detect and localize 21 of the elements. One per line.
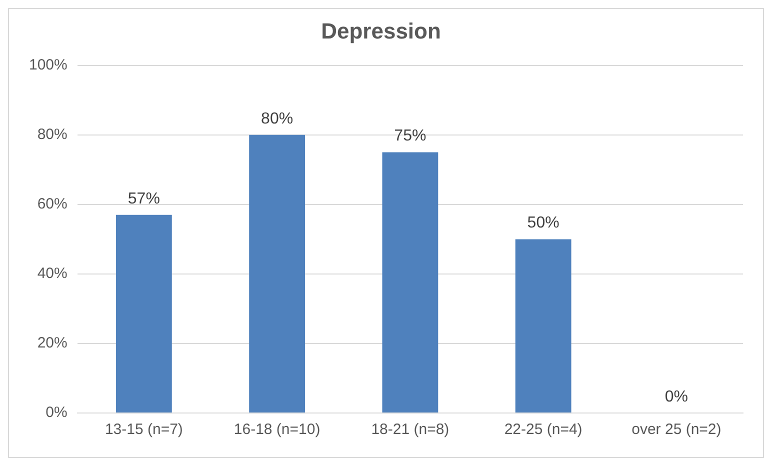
data-label: 75% [394,128,426,145]
bar [249,134,306,412]
y-tick-label: 40% [37,265,68,282]
x-tick-label: 22-25 (n=4) [504,421,582,438]
y-tick-label: 60% [37,196,68,213]
y-tick-label: 80% [37,126,68,144]
chart-title: Depression [321,18,441,44]
bar [116,214,172,412]
y-tick-label: 20% [37,334,68,352]
y-tick-label: 0% [46,404,68,422]
y-tick-label: 100% [28,56,68,74]
data-label: 0% [664,388,688,406]
bar [382,152,438,412]
data-label: 80% [261,110,294,128]
data-label: 50% [527,214,560,232]
bar [515,239,572,412]
x-tick-label: over 25 (n=2) [632,421,722,438]
x-tick-label: 18-21 (n=8) [371,421,450,438]
data-label: 57% [128,190,160,208]
x-tick-label: 13-15 (n=7) [104,421,183,438]
x-tick-label: 16-18 (n=10) [234,421,320,438]
